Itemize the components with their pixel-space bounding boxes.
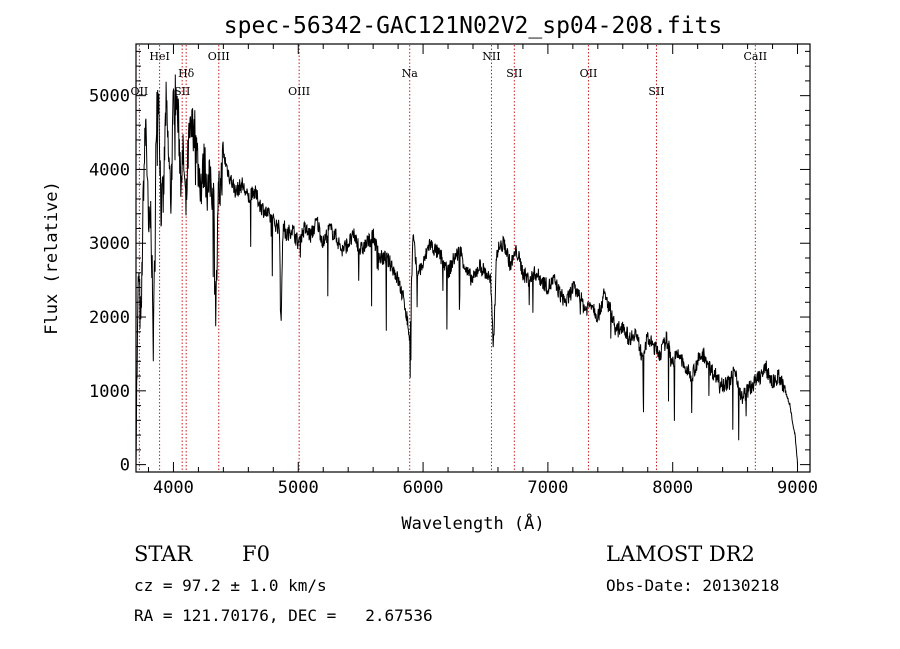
spectral-subclass: F0	[242, 542, 270, 566]
spectral-line-label: SII	[174, 85, 190, 98]
spectral-line-label: OIII	[288, 85, 310, 98]
coordinates: RA = 121.70176, DEC = 2.67536	[134, 606, 433, 625]
y-tick-label: 1000	[89, 382, 130, 402]
x-tick-label: 6000	[403, 478, 444, 498]
y-tick-label: 3000	[89, 234, 130, 254]
chart-title: spec-56342-GAC121N02V2_sp04-208.fits	[224, 13, 723, 39]
spectral-line-labels: OII HeI SII Hδ OIII OIII Na NII SII OII SII CaII	[131, 50, 768, 98]
y-tick-label: 4000	[89, 160, 130, 180]
observation-date: Obs-Date: 20130218	[606, 576, 780, 595]
spectral-line-label: SII	[506, 67, 522, 80]
x-tick-label: 9000	[777, 478, 818, 498]
spectral-line-label: NII	[482, 50, 500, 63]
y-tick-label: 0	[120, 456, 130, 476]
spectral-line-label: Hδ	[178, 67, 195, 80]
survey-name: LAMOST DR2	[606, 542, 755, 566]
plot-frame	[135, 43, 811, 473]
spectral-line-label: CaII	[743, 50, 767, 63]
redshift-cz: cz = 97.2 ± 1.0 km/s	[134, 576, 327, 595]
spectral-line-markers	[138, 45, 756, 471]
y-tick-label: 5000	[89, 87, 130, 107]
spectral-line-label: Na	[402, 67, 419, 80]
spectral-line-label: SII	[648, 85, 664, 98]
y-axis-ticks: 0 1000 2000 3000 4000 5000	[89, 50, 810, 476]
spectrum-line	[135, 74, 798, 469]
object-type: STAR	[134, 542, 193, 566]
x-tick-label: 8000	[652, 478, 693, 498]
spectral-line-label: OIII	[208, 50, 230, 63]
y-tick-label: 2000	[89, 308, 130, 328]
spectral-line-label: OII	[131, 85, 149, 98]
x-axis-label: Wavelength (Å)	[401, 512, 544, 534]
spectral-line-label: OII	[580, 67, 598, 80]
spectrum-chart: spec-56342-GAC121N02V2_sp04-208.fits OII…	[42, 13, 818, 534]
spectral-line-label: HeI	[149, 50, 169, 63]
x-tick-label: 4000	[153, 478, 194, 498]
y-axis-label: Flux (relative)	[42, 181, 62, 335]
x-axis-ticks: 4000 5000 6000 7000 8000 9000	[147, 44, 818, 498]
x-tick-label: 7000	[527, 478, 568, 498]
x-tick-label: 5000	[278, 478, 319, 498]
